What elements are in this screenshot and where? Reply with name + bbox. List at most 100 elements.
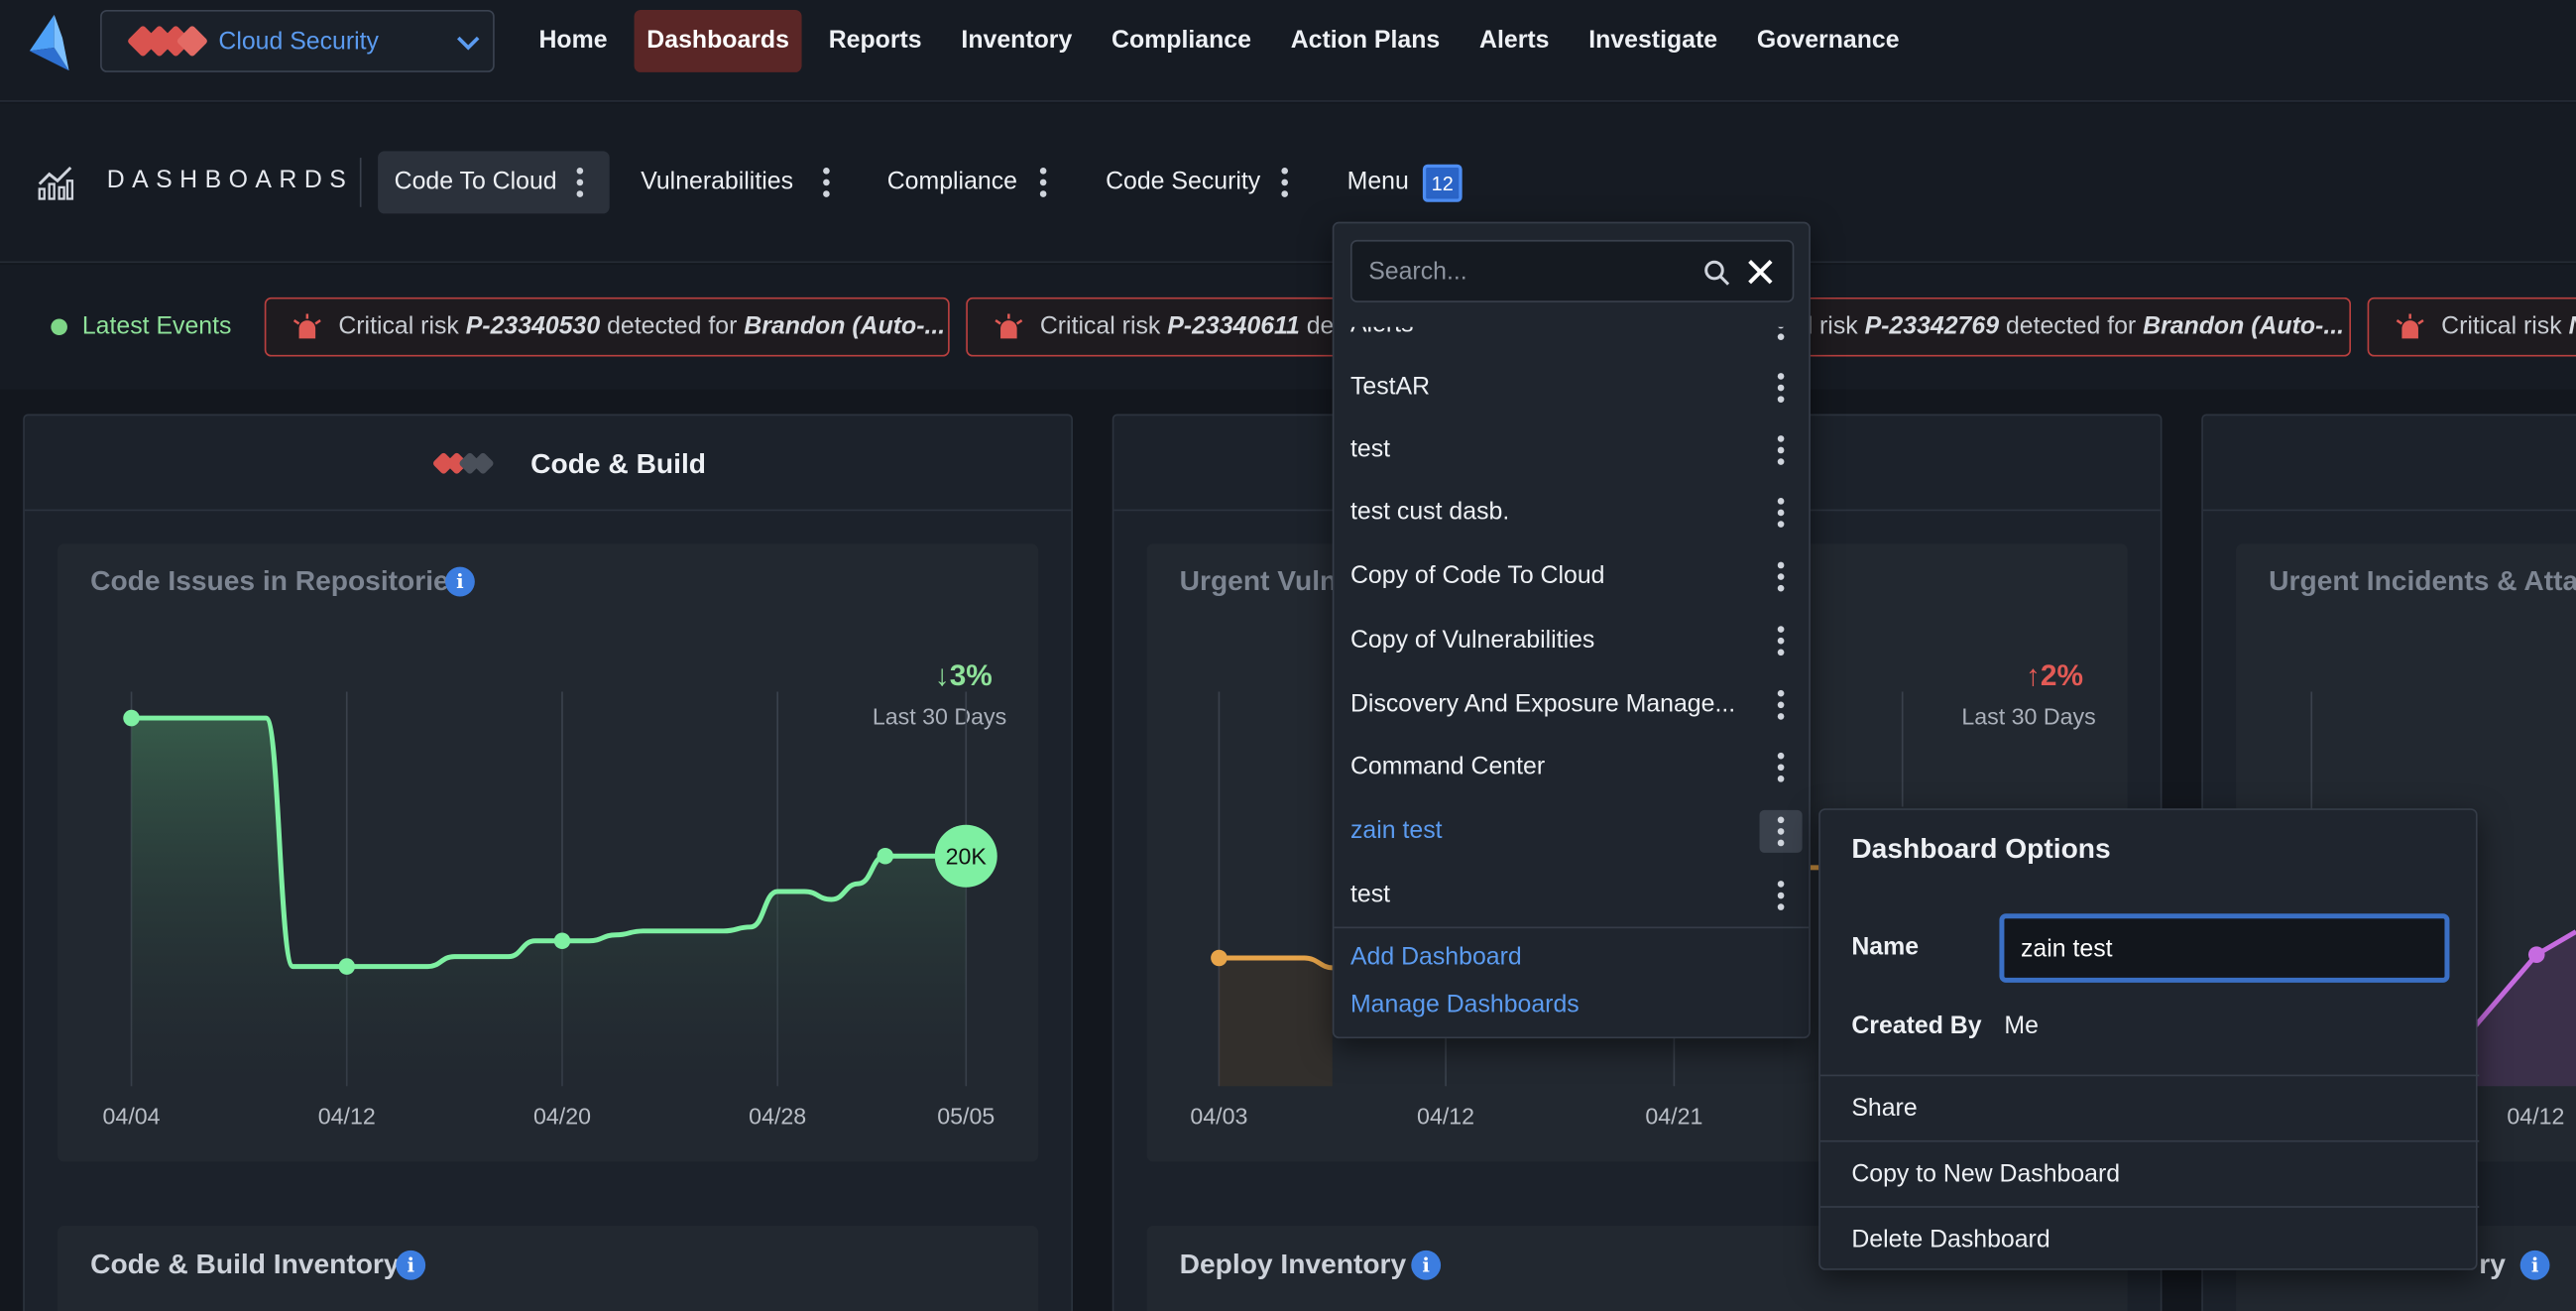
menu-item-label: Copy of Code To Cloud	[1349, 561, 1605, 590]
dashboard-menu-item[interactable]: zain test	[1334, 800, 1809, 863]
tab-label: Compliance	[886, 168, 1017, 196]
app-logo-icon[interactable]	[27, 14, 76, 71]
dashboard-options-popover: Dashboard Options Name Created By Me Sha…	[1818, 808, 2480, 1271]
kebab-menu-icon[interactable]	[1777, 752, 1785, 782]
event-ticker-item[interactable]: Critical risk P-23340530 detected for Br…	[264, 297, 950, 357]
data-point[interactable]	[1211, 949, 1228, 967]
kebab-menu-icon[interactable]	[1777, 373, 1785, 403]
info-icon[interactable]: i	[2519, 1250, 2550, 1280]
event-mid: detected for	[1999, 311, 2144, 340]
copy-to-new-dashboard-option[interactable]: Copy to New Dashboard	[1819, 1139, 2480, 1206]
tab-label: Code Security	[1106, 168, 1261, 196]
siren-alert-icon	[293, 313, 321, 339]
kebab-menu-icon[interactable]	[1777, 498, 1785, 528]
dashboard-menu-item[interactable]: Copy of Code To Cloud	[1334, 545, 1809, 608]
info-icon[interactable]: i	[396, 1250, 426, 1280]
search-input[interactable]	[1368, 241, 1698, 301]
kebab-menu-icon[interactable]	[1759, 809, 1803, 853]
menu-item-label: test	[1349, 435, 1391, 464]
dashboard-menu-item[interactable]: Alerts	[1334, 310, 1809, 357]
delete-dashboard-option[interactable]: Delete Dashboard	[1819, 1206, 2480, 1271]
siren-alert-icon	[2396, 313, 2424, 339]
kebab-menu-icon[interactable]	[576, 168, 584, 197]
kebab-menu-icon[interactable]	[1777, 689, 1785, 720]
data-point[interactable]	[553, 932, 571, 950]
event-id: P-23340530	[465, 311, 601, 340]
nav-compliance[interactable]: Compliance	[1112, 26, 1251, 55]
nav-alerts[interactable]: Alerts	[1479, 26, 1550, 55]
event-prefix: Critical risk	[2441, 311, 2569, 340]
kebab-menu-icon[interactable]	[1777, 626, 1785, 656]
nav-home[interactable]: Home	[538, 26, 608, 55]
dashboard-menu-item[interactable]: test	[1334, 865, 1809, 927]
divider	[359, 158, 362, 207]
tab-code-to-cloud[interactable]: Code To Cloud	[378, 151, 610, 214]
severity-diamond-icon	[471, 451, 495, 475]
data-point[interactable]	[123, 709, 140, 727]
panel-header: Code & Build	[24, 416, 1072, 512]
nav-inventory[interactable]: Inventory	[961, 26, 1073, 55]
dashboard-menu-item[interactable]: Command Center	[1334, 736, 1809, 798]
data-point[interactable]	[338, 958, 356, 975]
tab-compliance[interactable]: Compliance	[871, 151, 1060, 213]
dashboard-menu-dropdown: Alerts TestAR test test cust dasb. Copy of C…	[1332, 221, 1811, 1039]
trend-change: ↓3%	[935, 658, 993, 693]
dashboard-menu-item[interactable]: test cust dasb.	[1334, 481, 1809, 543]
nav-reports[interactable]: Reports	[828, 26, 922, 55]
kebab-menu-icon[interactable]	[1777, 561, 1785, 592]
info-icon[interactable]: i	[445, 566, 475, 597]
card-title: Urgent Vulne	[1179, 564, 1352, 597]
nav-governance[interactable]: Governance	[1756, 26, 1900, 55]
dashboard-menu-item[interactable]: test	[1334, 419, 1809, 482]
menu-count-badge[interactable]: 12	[1422, 164, 1463, 202]
menu-item-label: Alerts	[1349, 310, 1414, 339]
series-line	[1219, 955, 1333, 971]
dashboard-menu-item[interactable]: Copy of Vulnerabilities	[1334, 610, 1809, 672]
add-dashboard-link[interactable]: Add Dashboard	[1349, 943, 1522, 972]
info-icon[interactable]: i	[1411, 1250, 1442, 1280]
kebab-menu-icon[interactable]	[823, 168, 830, 197]
menu-item-label: test cust dasb.	[1349, 498, 1510, 527]
search-icon[interactable]	[1703, 260, 1730, 287]
area-fill	[1219, 957, 1333, 1087]
kebab-menu-icon[interactable]	[1777, 326, 1785, 340]
dashboard-menu-item[interactable]: Discovery And Exposure Manage...	[1334, 673, 1809, 736]
event-ticker-item[interactable]: l risk P-23342769 detected for Brandon (…	[1797, 297, 2352, 357]
nav-action-plans[interactable]: Action Plans	[1290, 26, 1441, 55]
siren-alert-icon	[995, 313, 1023, 339]
latest-events-label: Latest Events	[81, 311, 232, 340]
kebab-menu-icon[interactable]	[1281, 168, 1289, 197]
x-tick-label: 05/05	[937, 1103, 995, 1129]
tab-vulnerabilities[interactable]: Vulnerabilities	[625, 151, 838, 213]
svg-text:04/12: 04/12	[2507, 1103, 2564, 1129]
x-tick-label: 04/21	[1645, 1103, 1702, 1129]
manage-dashboards-link[interactable]: Manage Dashboards	[1349, 991, 1580, 1019]
nav-dashboards[interactable]: Dashboards	[634, 9, 803, 72]
x-tick-label: 04/28	[749, 1103, 806, 1129]
kebab-menu-icon[interactable]	[1039, 168, 1047, 197]
nav-investigate[interactable]: Investigate	[1588, 26, 1718, 55]
tab-code-security[interactable]: Code Security	[1090, 151, 1303, 213]
tab-menu[interactable]: Menu	[1331, 151, 1413, 213]
product-selector[interactable]: Cloud Security	[100, 9, 495, 72]
current-value-label: 20K	[946, 844, 988, 870]
dashboards-title: DASHBOARDS	[106, 166, 354, 194]
panel-header	[2202, 416, 2576, 512]
dashboard-menu-item[interactable]: TestAR	[1334, 357, 1809, 419]
share-option[interactable]: Share	[1819, 1074, 2480, 1140]
data-point[interactable]	[877, 847, 894, 865]
event-ticker-item[interactable]: Critical risk P-23340611 det	[966, 297, 1345, 357]
dashboard-name-input[interactable]	[1999, 913, 2450, 983]
x-tick-label: 04/03	[1190, 1103, 1247, 1129]
event-ticker-item[interactable]: Critical risk N	[2367, 297, 2576, 357]
close-icon[interactable]	[1746, 258, 1774, 286]
current-value-bubble[interactable]	[934, 824, 997, 888]
kebab-menu-icon[interactable]	[1777, 435, 1785, 465]
menu-item-label: Command Center	[1349, 752, 1546, 781]
panel-title: Code & Build	[530, 448, 707, 480]
card-title: Code & Build Inventory	[90, 1249, 400, 1280]
x-tick-label: 04/20	[533, 1103, 591, 1129]
urgent-vulnerabilities-chart: 04/03 04/12 04/21	[1190, 691, 1904, 1129]
tab-label: Code To Cloud	[394, 168, 557, 196]
kebab-menu-icon[interactable]	[1777, 881, 1785, 910]
